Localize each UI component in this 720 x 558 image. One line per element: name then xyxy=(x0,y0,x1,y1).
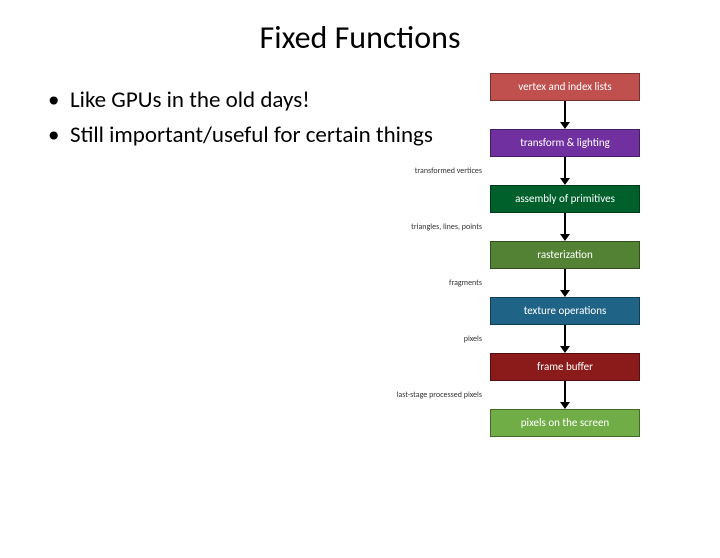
pipeline-stage: rasterization xyxy=(490,241,640,269)
bullet-item: Still important/useful for certain thing… xyxy=(48,120,450,151)
pipeline-stage: pixels on the screen xyxy=(490,409,640,437)
pipeline-stage: transform & lighting xyxy=(490,129,640,157)
slide-content: Like GPUs in the old days! Still importa… xyxy=(0,85,720,437)
pipeline-arrow xyxy=(490,101,640,129)
pipeline-stage: vertex and index lists xyxy=(490,73,640,101)
pipeline-arrow: last-stage processed pixels xyxy=(490,381,640,409)
slide-title: Fixed Functions xyxy=(0,18,720,57)
pipeline-diagram: vertex and index lists transform & lighti… xyxy=(450,73,680,437)
pipeline-edge-label: transformed vertices xyxy=(415,166,482,176)
pipeline-arrow: transformed vertices xyxy=(490,157,640,185)
pipeline-edge-label: pixels xyxy=(464,334,482,344)
pipeline-edge-label: fragments xyxy=(449,278,482,288)
pipeline-arrow: triangles, lines, points xyxy=(490,213,640,241)
bullet-item: Like GPUs in the old days! xyxy=(48,85,450,116)
pipeline-edge-label: last-stage processed pixels xyxy=(397,390,482,400)
pipeline-stage: texture operations xyxy=(490,297,640,325)
bullet-list: Like GPUs in the old days! Still importa… xyxy=(48,85,450,437)
pipeline-stage: frame buffer xyxy=(490,353,640,381)
pipeline-arrow: fragments xyxy=(490,269,640,297)
pipeline-arrow: pixels xyxy=(490,325,640,353)
pipeline-edge-label: triangles, lines, points xyxy=(411,222,482,232)
pipeline-stage: assembly of primitives xyxy=(490,185,640,213)
